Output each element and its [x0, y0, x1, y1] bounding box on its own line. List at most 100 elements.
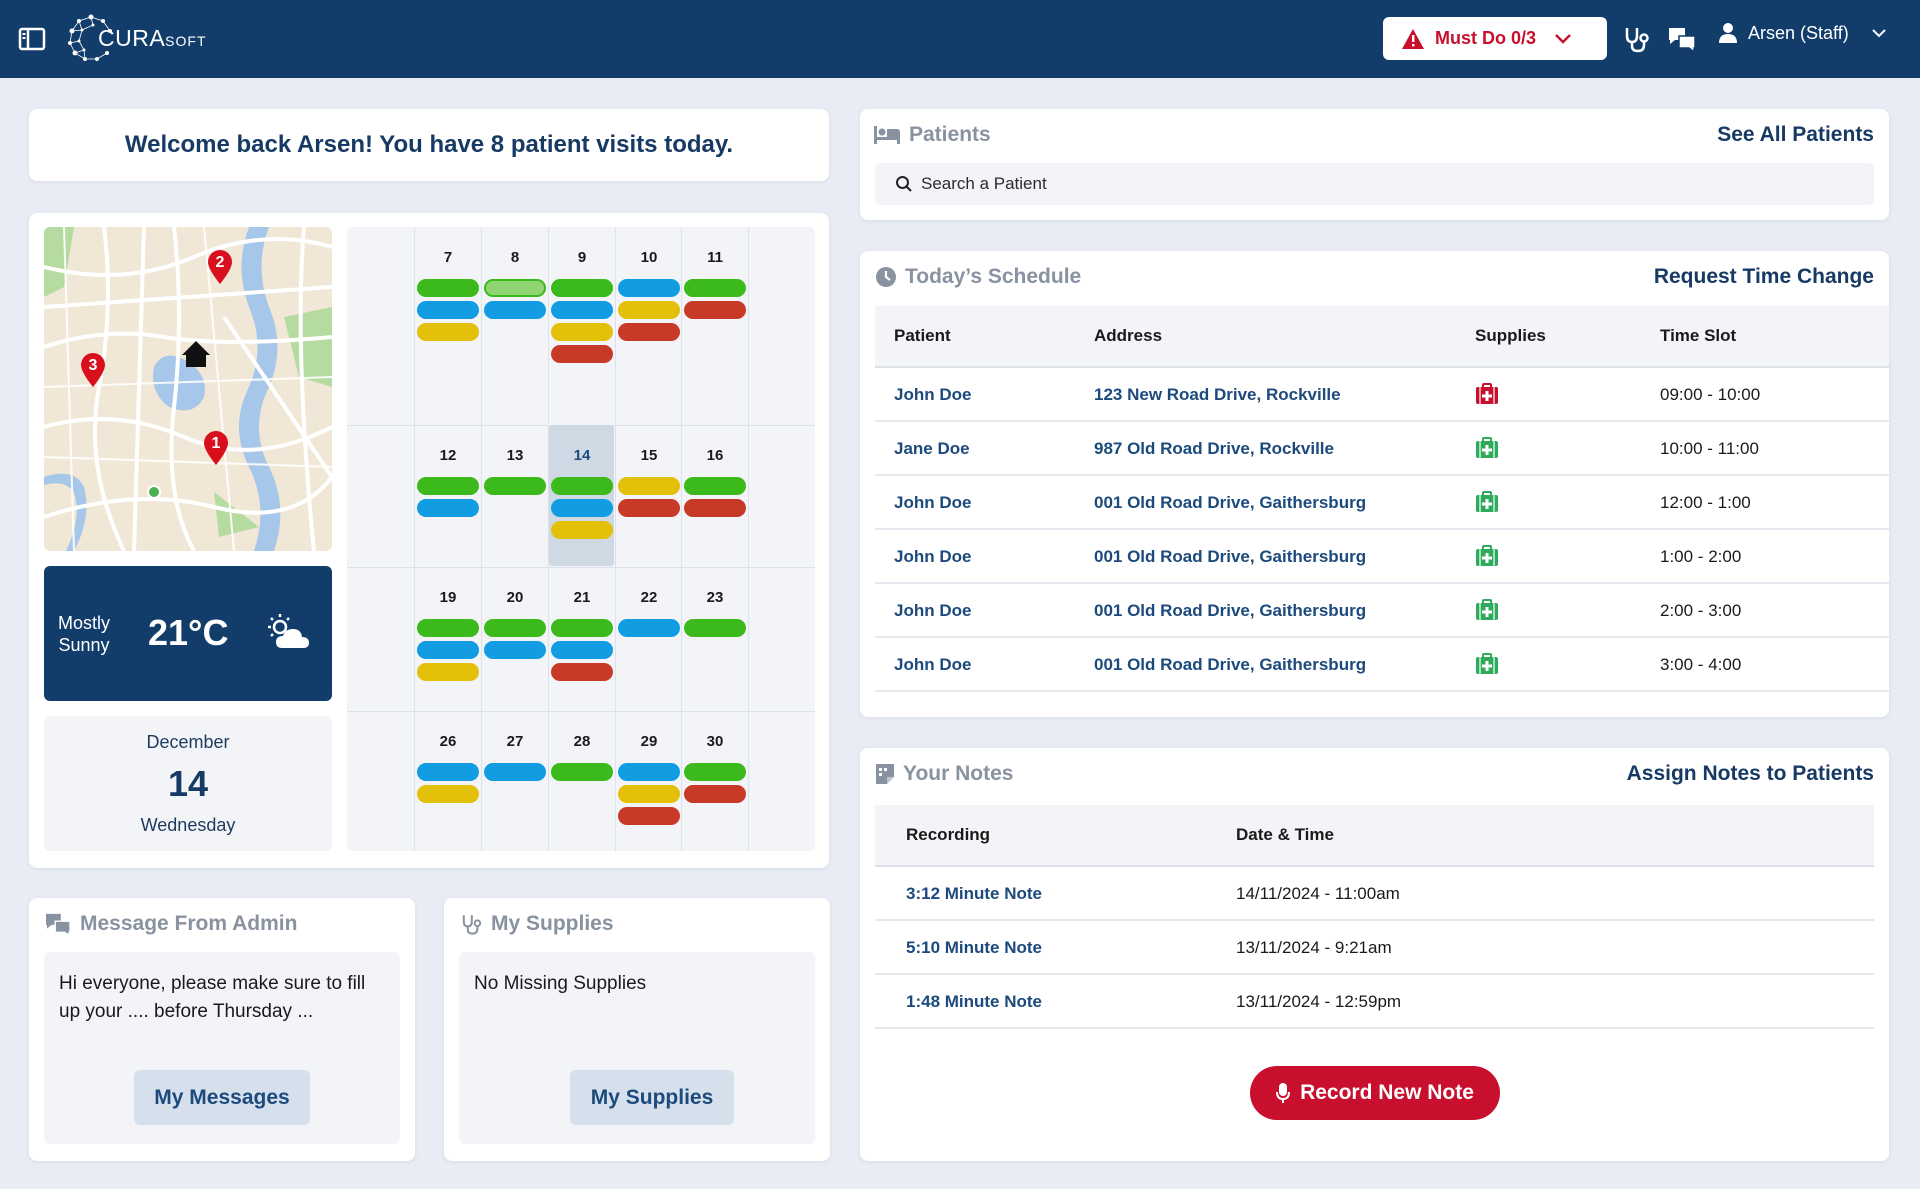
calendar-appointment-bar[interactable]: [484, 477, 546, 495]
calendar-day-15[interactable]: 15: [640, 447, 658, 464]
calendar-appointment-bar[interactable]: [551, 323, 613, 341]
calendar-appointment-bar[interactable]: [417, 619, 479, 637]
calendar-appointment-bar[interactable]: [618, 477, 680, 495]
curasoft-logo[interactable]: CURASOFT: [66, 10, 207, 66]
user-menu[interactable]: Arsen (Staff): [1718, 22, 1887, 44]
my-supplies-button[interactable]: My Supplies: [570, 1070, 734, 1125]
calendar-day-26[interactable]: 26: [439, 733, 457, 750]
calendar-appointment-bar[interactable]: [618, 499, 680, 517]
calendar-appointment-bar[interactable]: [417, 641, 479, 659]
calendar-day-27[interactable]: 27: [506, 733, 524, 750]
calendar-appointment-bar[interactable]: [551, 663, 613, 681]
calendar-day-7[interactable]: 7: [443, 249, 453, 266]
calendar-appointment-bar[interactable]: [618, 619, 680, 637]
calendar-appointment-bar[interactable]: [417, 663, 479, 681]
calendar-appointment-bar[interactable]: [484, 619, 546, 637]
table-row[interactable]: John Doe 001 Old Road Drive, Gaithersburg…: [875, 584, 1889, 638]
calendar-appointment-bar[interactable]: [551, 521, 613, 539]
sidebar-toggle-icon[interactable]: [18, 26, 46, 52]
table-row[interactable]: John Doe 001 Old Road Drive, Gaithersburg…: [875, 476, 1889, 530]
calendar-day-21[interactable]: 21: [573, 589, 591, 606]
patient-address-link[interactable]: 001 Old Road Drive, Gaithersburg: [1094, 547, 1367, 566]
first-aid-kit-icon[interactable]: [1475, 491, 1499, 513]
calendar-day-8[interactable]: 8: [510, 249, 520, 266]
calendar-appointment-bar[interactable]: [417, 785, 479, 803]
calendar-appointment-bar[interactable]: [684, 785, 746, 803]
table-row[interactable]: John Doe 001 Old Road Drive, Gaithersburg…: [875, 530, 1889, 584]
calendar-day-23[interactable]: 23: [706, 589, 724, 606]
calendar-day-13[interactable]: 13: [506, 447, 524, 464]
recording-link[interactable]: 1:48 Minute Note: [906, 992, 1043, 1011]
assign-notes-link[interactable]: Assign Notes to Patients: [1626, 762, 1874, 785]
first-aid-kit-icon[interactable]: [1475, 599, 1499, 621]
chat-icon[interactable]: [1667, 24, 1697, 54]
recording-link[interactable]: 3:12 Minute Note: [906, 884, 1043, 903]
calendar-appointment-bar[interactable]: [417, 763, 479, 781]
first-aid-kit-icon[interactable]: [1475, 383, 1499, 405]
patient-address-link[interactable]: 001 Old Road Drive, Gaithersburg: [1094, 655, 1367, 674]
patient-address-link[interactable]: 001 Old Road Drive, Gaithersburg: [1094, 493, 1367, 512]
calendar-day-28[interactable]: 28: [573, 733, 591, 750]
patient-name-link[interactable]: John Doe: [894, 655, 972, 674]
table-row[interactable]: Jane Doe 987 Old Road Drive, Rockville 10:…: [875, 422, 1889, 476]
calendar-appointment-bar[interactable]: [618, 279, 680, 297]
request-time-change-link[interactable]: Request Time Change: [1653, 265, 1874, 288]
patient-name-link[interactable]: John Doe: [894, 385, 972, 404]
calendar-day-20[interactable]: 20: [506, 589, 524, 606]
map-pin-2[interactable]: 2: [206, 249, 234, 285]
calendar-appointment-bar[interactable]: [551, 301, 613, 319]
schedule-calendar[interactable]: 7 8 9 10 11 12 13 14 15 16 19 20 21 22 23 26 27 28 29 30: [347, 227, 815, 851]
first-aid-kit-icon[interactable]: [1475, 653, 1499, 675]
calendar-appointment-bar[interactable]: [551, 641, 613, 659]
calendar-appointment-bar[interactable]: [551, 763, 613, 781]
table-row[interactable]: John Doe 001 Old Road Drive, Gaithersburg…: [875, 638, 1889, 692]
calendar-appointment-bar[interactable]: [417, 323, 479, 341]
calendar-appointment-bar[interactable]: [684, 619, 746, 637]
calendar-appointment-bar[interactable]: [484, 641, 546, 659]
calendar-appointment-bar[interactable]: [551, 499, 613, 517]
see-all-patients-link[interactable]: See All Patients: [1717, 123, 1874, 146]
calendar-day-12[interactable]: 12: [439, 447, 457, 464]
calendar-appointment-bar[interactable]: [551, 619, 613, 637]
calendar-appointment-bar[interactable]: [618, 323, 680, 341]
table-row[interactable]: 1:48 Minute Note 13/11/2024 - 12:59pm: [875, 975, 1874, 1029]
calendar-appointment-bar[interactable]: [551, 477, 613, 495]
calendar-day-14[interactable]: 14: [573, 447, 591, 464]
must-do-dropdown[interactable]: Must Do 0/3: [1383, 17, 1607, 60]
calendar-appointment-bar[interactable]: [618, 763, 680, 781]
table-row[interactable]: 3:12 Minute Note 14/11/2024 - 11:00am: [875, 867, 1874, 921]
patient-address-link[interactable]: 987 Old Road Drive, Rockville: [1094, 439, 1334, 458]
calendar-appointment-bar[interactable]: [417, 499, 479, 517]
calendar-appointment-bar[interactable]: [484, 301, 546, 319]
calendar-day-22[interactable]: 22: [640, 589, 658, 606]
calendar-appointment-bar[interactable]: [551, 279, 613, 297]
table-row[interactable]: John Doe 123 New Road Drive, Rockville 09:…: [875, 368, 1889, 422]
calendar-appointment-bar[interactable]: [684, 763, 746, 781]
patient-name-link[interactable]: John Doe: [894, 547, 972, 566]
patient-address-link[interactable]: 123 New Road Drive, Rockville: [1094, 385, 1341, 404]
calendar-day-10[interactable]: 10: [640, 249, 658, 266]
recording-link[interactable]: 5:10 Minute Note: [906, 938, 1043, 957]
patient-address-link[interactable]: 001 Old Road Drive, Gaithersburg: [1094, 601, 1367, 620]
calendar-appointment-bar[interactable]: [484, 279, 546, 297]
patient-name-link[interactable]: Jane Doe: [894, 439, 970, 458]
calendar-day-9[interactable]: 9: [577, 249, 587, 266]
calendar-appointment-bar[interactable]: [484, 763, 546, 781]
calendar-appointment-bar[interactable]: [684, 477, 746, 495]
my-messages-button[interactable]: My Messages: [134, 1070, 310, 1125]
patient-name-link[interactable]: John Doe: [894, 601, 972, 620]
first-aid-kit-icon[interactable]: [1475, 437, 1499, 459]
calendar-day-19[interactable]: 19: [439, 589, 457, 606]
calendar-day-11[interactable]: 11: [707, 249, 723, 266]
patient-search-input[interactable]: Search a Patient: [875, 163, 1874, 205]
stethoscope-icon[interactable]: [1621, 24, 1651, 54]
patient-name-link[interactable]: John Doe: [894, 493, 972, 512]
map-pin-3[interactable]: 3: [79, 352, 107, 388]
calendar-appointment-bar[interactable]: [684, 301, 746, 319]
calendar-appointment-bar[interactable]: [618, 807, 680, 825]
first-aid-kit-icon[interactable]: [1475, 545, 1499, 567]
table-row[interactable]: 5:10 Minute Note 13/11/2024 - 9:21am: [875, 921, 1874, 975]
calendar-day-16[interactable]: 16: [706, 447, 724, 464]
calendar-appointment-bar[interactable]: [618, 301, 680, 319]
calendar-day-30[interactable]: 30: [706, 733, 724, 750]
